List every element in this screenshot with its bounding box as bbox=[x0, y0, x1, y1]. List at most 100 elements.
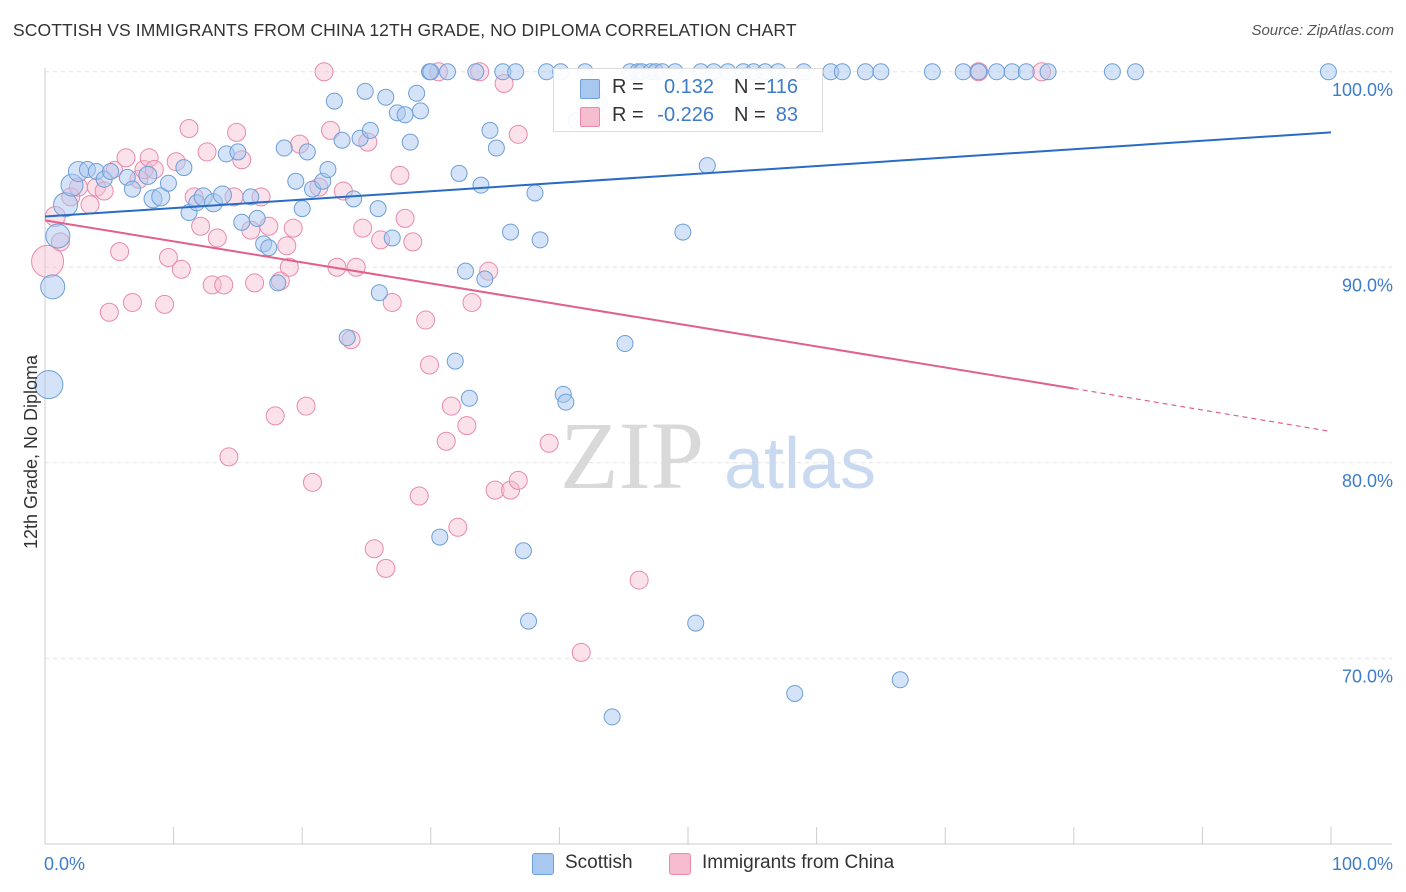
scottish-point bbox=[325, 92, 343, 110]
scottish-point bbox=[520, 612, 538, 630]
china-point bbox=[508, 124, 528, 144]
source-note: Source: ZipAtlas.com bbox=[1251, 22, 1394, 39]
scottish-point bbox=[502, 223, 520, 241]
china-point bbox=[197, 142, 217, 162]
n-value: 83 bbox=[775, 104, 798, 126]
scottish-point bbox=[229, 143, 247, 161]
y-tick-label: 80.0% bbox=[1342, 471, 1393, 491]
scottish-points bbox=[34, 63, 1337, 726]
china-point bbox=[122, 292, 142, 312]
scottish-point bbox=[396, 106, 414, 124]
axes bbox=[44, 68, 1392, 845]
china-point bbox=[80, 195, 100, 215]
scottish-point bbox=[233, 213, 251, 231]
china-point bbox=[277, 236, 297, 256]
x-tick-label-left: 0.0% bbox=[44, 854, 85, 874]
scottish-point bbox=[514, 542, 532, 560]
scottish-point bbox=[45, 223, 71, 249]
china-point bbox=[485, 480, 505, 500]
china-point bbox=[501, 480, 521, 500]
stats-row-scottish: R = 0.132 N = 116 bbox=[554, 72, 822, 102]
china-point bbox=[390, 165, 410, 185]
china-point bbox=[364, 539, 384, 559]
china-point bbox=[110, 242, 130, 262]
scottish-point bbox=[1319, 63, 1337, 81]
china-trend-line bbox=[44, 219, 1074, 390]
scottish-legend-swatch bbox=[532, 853, 554, 875]
scottish-point bbox=[674, 223, 692, 241]
china-point bbox=[171, 259, 191, 279]
r-label: R = bbox=[612, 76, 644, 98]
scottish-point bbox=[369, 200, 387, 218]
china-point bbox=[179, 118, 199, 138]
r-label: R = bbox=[612, 104, 644, 126]
china-point bbox=[191, 216, 211, 236]
china-point bbox=[314, 62, 334, 82]
china-point bbox=[462, 292, 482, 312]
china-point bbox=[99, 302, 119, 322]
china-point bbox=[395, 208, 415, 228]
scottish-point bbox=[467, 63, 485, 81]
scottish-point bbox=[370, 284, 388, 302]
china-point bbox=[448, 517, 468, 537]
y-tick-label: 100.0% bbox=[1332, 80, 1393, 100]
scottish-point bbox=[476, 270, 494, 288]
scottish-point bbox=[34, 370, 64, 400]
scottish-point bbox=[401, 133, 419, 151]
scottish-point bbox=[408, 84, 426, 102]
china-point bbox=[416, 310, 436, 330]
scottish-point bbox=[242, 188, 260, 206]
scottish-point bbox=[1003, 63, 1021, 81]
scottish-point bbox=[151, 187, 171, 207]
scottish-point bbox=[457, 262, 475, 280]
n-value: 116 bbox=[766, 76, 798, 98]
watermark-zip: ZIP bbox=[560, 402, 704, 509]
legend-label: Immigrants from China bbox=[702, 852, 895, 873]
r-value: -0.226 bbox=[657, 104, 714, 126]
scottish-point bbox=[970, 63, 988, 81]
y-tick-label: 70.0% bbox=[1342, 666, 1393, 686]
china-trend-extension bbox=[1073, 387, 1332, 433]
china-point bbox=[508, 470, 528, 490]
legend-label: Scottish bbox=[565, 852, 633, 873]
scottish-point bbox=[287, 172, 305, 190]
scottish-point bbox=[487, 139, 505, 157]
watermark: ZIP atlas bbox=[560, 402, 876, 509]
scottish-point bbox=[603, 708, 621, 726]
stats-box: R = 0.132 N = 116 R = -0.226 N = 83 bbox=[553, 68, 823, 132]
china-point bbox=[214, 275, 234, 295]
china-point bbox=[436, 431, 456, 451]
stats-row-china: R = -0.226 N = 83 bbox=[554, 100, 822, 130]
scottish-point bbox=[687, 614, 705, 632]
scottish-trend-line bbox=[44, 131, 1332, 218]
china-point bbox=[296, 396, 316, 416]
scottish-point bbox=[616, 335, 634, 353]
scottish-point bbox=[481, 121, 499, 139]
scottish-point bbox=[40, 274, 66, 300]
scottish-point bbox=[450, 164, 468, 182]
y-axis-label: 12th Grade, No Diploma bbox=[21, 354, 41, 550]
china-point bbox=[207, 228, 227, 248]
china-point bbox=[283, 218, 303, 238]
scottish-point bbox=[698, 157, 716, 175]
scottish-point bbox=[439, 63, 457, 81]
china-swatch bbox=[580, 107, 600, 127]
china-point bbox=[382, 292, 402, 312]
scottish-point bbox=[422, 63, 440, 81]
china-point bbox=[279, 257, 299, 277]
china-point bbox=[227, 122, 247, 142]
china-point bbox=[403, 232, 423, 252]
scottish-point bbox=[1017, 63, 1035, 81]
scottish-point bbox=[507, 63, 525, 81]
scottish-point bbox=[102, 162, 120, 180]
n-label: N = bbox=[734, 104, 766, 126]
scottish-point bbox=[1103, 63, 1121, 81]
scottish-point bbox=[1127, 63, 1145, 81]
scottish-point bbox=[891, 671, 909, 689]
scottish-point bbox=[356, 82, 374, 100]
scottish-point bbox=[345, 190, 363, 208]
scottish-point bbox=[446, 352, 464, 370]
scottish-point bbox=[531, 231, 549, 249]
scottish-point bbox=[833, 63, 851, 81]
